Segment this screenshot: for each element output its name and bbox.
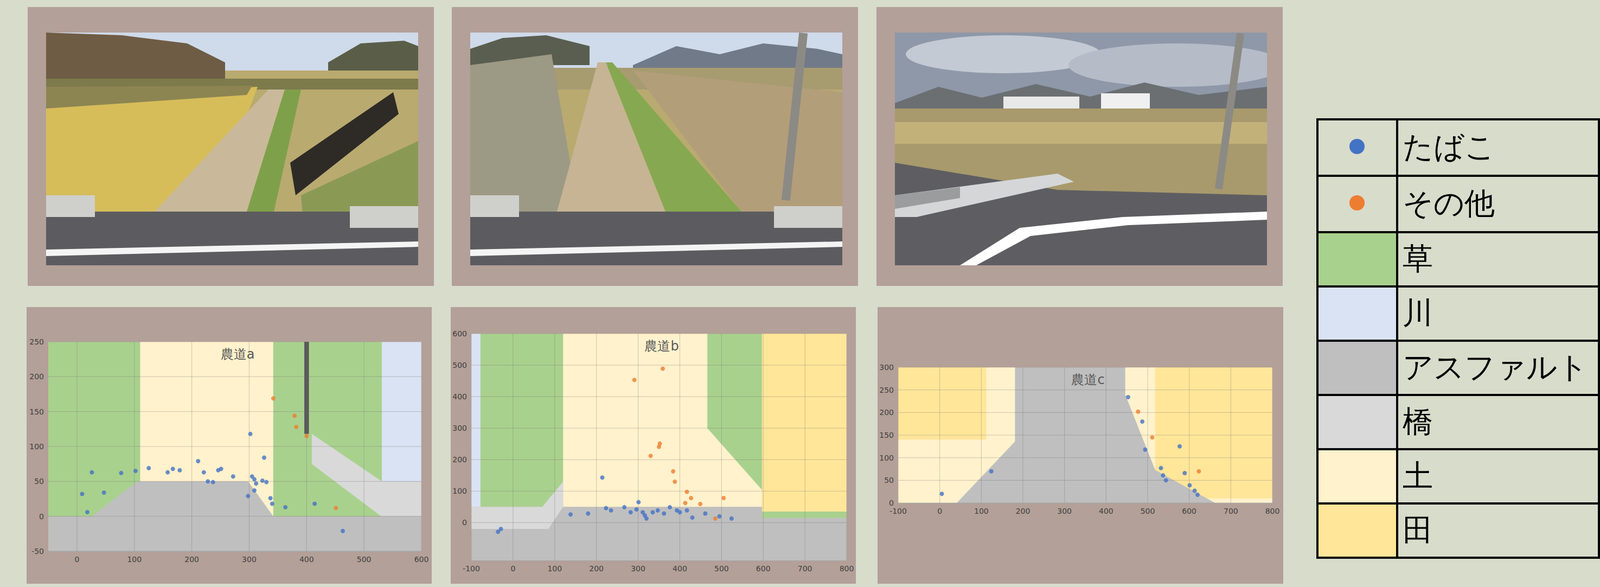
svg-text:0: 0 (888, 498, 894, 508)
svg-text:0: 0 (39, 512, 44, 521)
html-text:その他: その他 (1402, 185, 1495, 221)
svg-text:200: 200 (589, 564, 604, 573)
html-text:橋: 橋 (1402, 403, 1433, 439)
svg-text:700: 700 (1223, 506, 1239, 516)
svg-text:300: 300 (879, 362, 894, 372)
svg-text:150: 150 (29, 407, 44, 416)
svg-text:100: 100 (974, 506, 989, 516)
svg-text:500: 500 (452, 360, 467, 370)
svg-text:50: 50 (34, 476, 44, 486)
svg-text:150: 150 (879, 430, 894, 440)
svg-text:600: 600 (414, 554, 430, 564)
svg-text:農道a: 農道a (220, 346, 255, 362)
svg-text:700: 700 (797, 564, 813, 573)
svg-text:250: 250 (29, 337, 44, 347)
svg-text:-100: -100 (889, 506, 907, 516)
svg-text:300: 300 (1057, 506, 1072, 516)
html-text:草: 草 (1402, 240, 1433, 277)
svg-text:500: 500 (1140, 506, 1156, 516)
svg-text:600: 600 (452, 329, 467, 338)
svg-text:300: 300 (630, 564, 646, 573)
svg-text:100: 100 (879, 453, 894, 463)
svg-text:600: 600 (1181, 506, 1197, 516)
svg-text:0: 0 (74, 554, 80, 564)
svg-text:100: 100 (547, 564, 562, 573)
svg-text:300: 300 (241, 554, 257, 564)
svg-text:0: 0 (937, 506, 943, 516)
svg-text:0: 0 (510, 564, 516, 573)
svg-text:200: 200 (452, 455, 467, 464)
svg-text:100: 100 (452, 486, 467, 496)
svg-text:200: 200 (184, 554, 200, 564)
html-text:田: 田 (1402, 512, 1433, 548)
svg-text:100: 100 (126, 554, 142, 564)
svg-text:-100: -100 (462, 564, 480, 573)
svg-text:250: 250 (879, 385, 894, 395)
svg-text:0: 0 (462, 517, 467, 527)
svg-text:300: 300 (452, 423, 467, 433)
svg-text:400: 400 (1098, 506, 1114, 516)
svg-text:農道b: 農道b (644, 338, 679, 354)
html-text:川: 川 (1402, 295, 1433, 331)
svg-text:50: 50 (884, 475, 894, 485)
svg-text:200: 200 (29, 372, 44, 381)
svg-text:800: 800 (1265, 506, 1280, 516)
svg-text:200: 200 (1015, 506, 1031, 516)
html-text:たばこ: たばこ (1402, 129, 1496, 165)
svg-text:400: 400 (672, 564, 688, 573)
svg-text:400: 400 (299, 554, 315, 564)
html-text:土: 土 (1402, 457, 1433, 494)
svg-text:600: 600 (756, 564, 771, 573)
svg-text:400: 400 (452, 392, 467, 401)
svg-text:200: 200 (879, 407, 894, 417)
svg-text:100: 100 (29, 442, 44, 451)
svg-text:500: 500 (356, 554, 372, 564)
html-text:アスファルト: アスファルト (1402, 349, 1589, 385)
svg-text:農道c: 農道c (1071, 372, 1105, 388)
svg-text:-50: -50 (31, 546, 44, 556)
svg-text:500: 500 (714, 564, 729, 573)
svg-text:800: 800 (839, 564, 855, 573)
